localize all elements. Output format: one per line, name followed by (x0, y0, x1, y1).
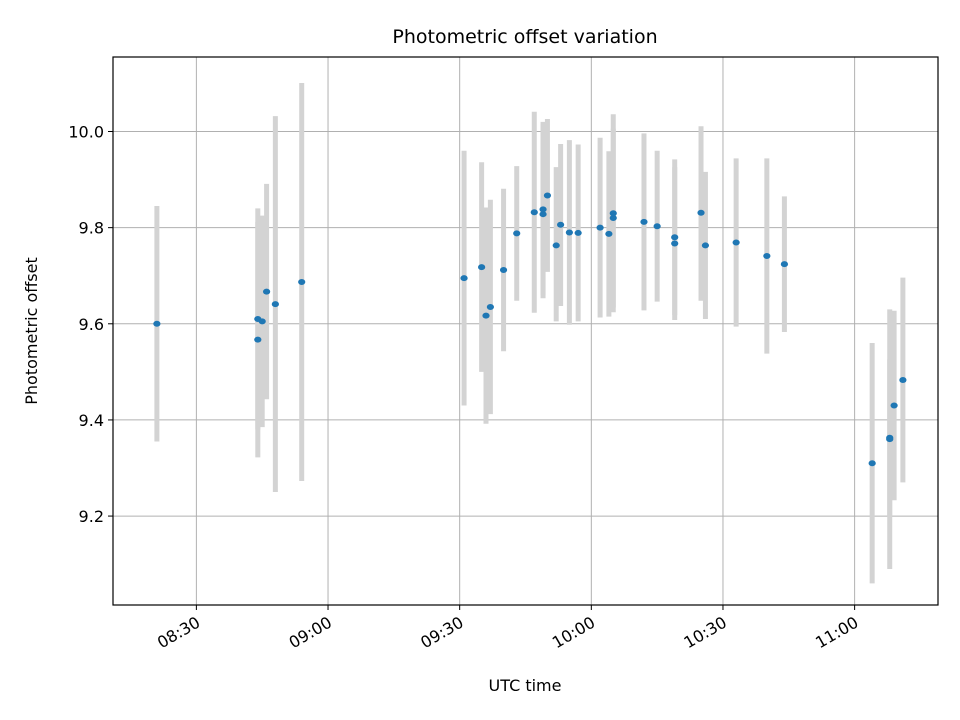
data-point (671, 240, 679, 247)
data-point (899, 377, 907, 384)
data-point (697, 209, 705, 216)
data-point (298, 278, 306, 285)
data-point (609, 210, 617, 217)
data-point (605, 230, 613, 237)
x-axis-label: UTC time (489, 676, 562, 695)
grid (113, 57, 938, 605)
plot-frame (112, 56, 939, 606)
data-point (609, 215, 617, 222)
data-points (153, 192, 907, 467)
data-point (262, 288, 271, 295)
data-point (539, 211, 547, 218)
data-point (499, 266, 508, 273)
data-point (868, 460, 876, 467)
data-point (478, 264, 486, 271)
data-point (258, 318, 266, 325)
data-point (890, 402, 898, 409)
data-point (557, 221, 565, 228)
data-point (486, 303, 494, 310)
data-point (671, 234, 679, 241)
chart-title: Photometric offset variation (392, 26, 657, 48)
y-tick-label: 9.2 (79, 507, 104, 526)
data-point (653, 223, 661, 230)
data-point (539, 206, 547, 213)
data-point (732, 239, 740, 246)
data-point (574, 229, 582, 236)
data-point (596, 224, 604, 231)
data-point (701, 242, 710, 249)
data-point (271, 301, 279, 308)
data-point (460, 275, 468, 282)
data-point (763, 253, 771, 260)
y-tick-label: 9.4 (79, 411, 104, 430)
data-point (780, 261, 789, 268)
y-tick-label: 9.8 (79, 219, 104, 238)
y-tick-label: 10.0 (68, 123, 104, 142)
data-point (254, 336, 262, 343)
y-tick-label: 9.6 (79, 315, 104, 334)
data-point (640, 218, 648, 225)
data-point (513, 230, 521, 237)
data-point (886, 436, 894, 443)
data-point (565, 229, 573, 236)
data-point (543, 192, 552, 199)
y-axis-label: Photometric offset (22, 257, 41, 405)
data-point (530, 209, 538, 216)
data-point (153, 320, 161, 327)
data-point (552, 242, 560, 249)
data-point (482, 312, 490, 319)
